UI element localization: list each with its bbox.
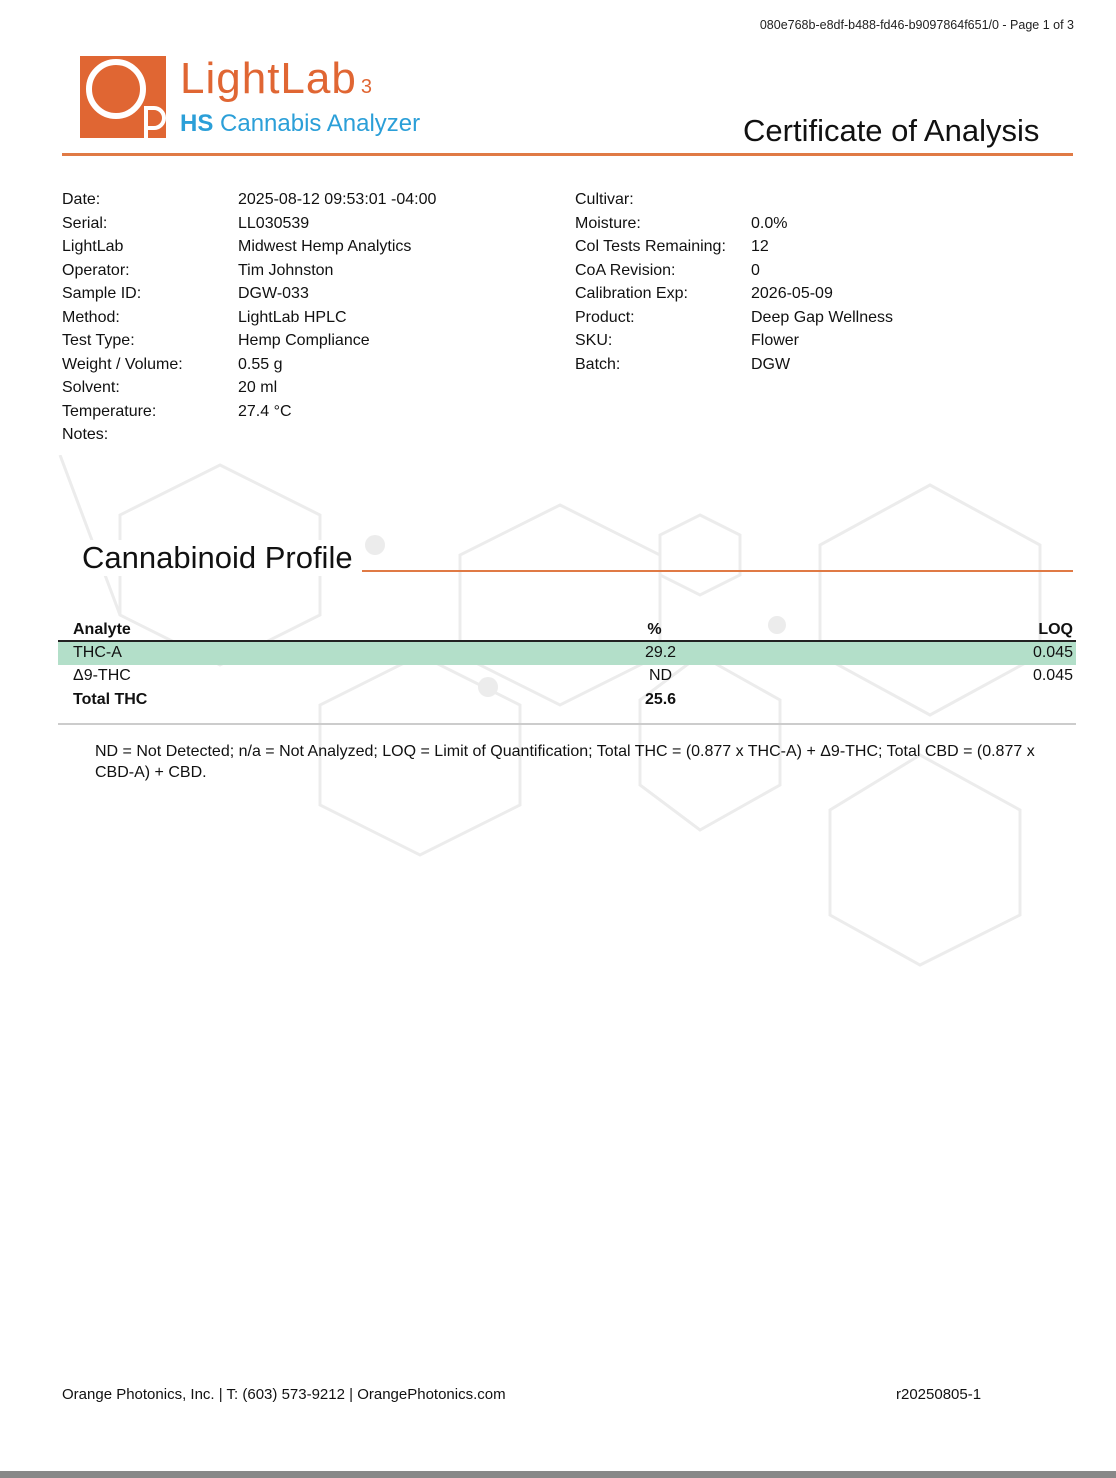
- logo-subtitle: HS Cannabis Analyzer: [180, 110, 421, 137]
- info-value: 12: [751, 238, 769, 255]
- section-title: Cannabinoid Profile: [82, 540, 359, 576]
- analyte-cell: Total THC: [73, 690, 148, 708]
- info-label: SKU:: [575, 332, 613, 349]
- footer-revision: r20250805-1: [896, 1386, 982, 1403]
- info-row: Method: LightLab HPLC: [62, 306, 436, 330]
- info-label: Date:: [62, 191, 101, 208]
- cannabinoid-table: Analyte % LOQ THC-A 29.2 0.045 Δ9-THC ND 0.04…: [58, 619, 1076, 712]
- percent-cell: 29.2: [529, 641, 780, 665]
- info-label: Cultivar:: [575, 191, 634, 208]
- table-row: THC-A 29.2 0.045: [58, 641, 1076, 665]
- info-value: Flower: [751, 332, 800, 349]
- info-row: Test Type: Hemp Compliance: [62, 329, 436, 353]
- analyte-cell: THC-A: [58, 641, 530, 665]
- footer-contact: Orange Photonics, Inc. | T: (603) 573-92…: [62, 1386, 506, 1403]
- info-value: Deep Gap Wellness: [751, 308, 893, 326]
- header-divider: [62, 153, 1073, 156]
- info-label: Calibration Exp:: [575, 285, 688, 302]
- info-label: Method:: [62, 308, 120, 326]
- analyte-cell: Δ9-THC: [73, 667, 131, 685]
- op-logo-icon: [86, 59, 166, 138]
- header-loq: LOQ: [779, 619, 1076, 642]
- info-label: Serial:: [62, 214, 108, 232]
- info-label: Operator:: [62, 261, 130, 279]
- info-label: Weight / Volume:: [62, 355, 183, 373]
- loq-cell: 0.045: [1032, 667, 1073, 685]
- info-value: LightLab HPLC: [238, 308, 347, 326]
- info-label: CoA Revision:: [575, 261, 676, 279]
- info-value: 0.55 g: [238, 355, 283, 373]
- info-row: Col Tests Remaining: 12: [575, 235, 893, 259]
- logo-mark: [80, 56, 166, 138]
- logo-title: LightLab 3: [180, 54, 373, 103]
- loq-cell: 0.045: [779, 641, 1076, 665]
- info-value: 2026-05-09: [751, 285, 833, 302]
- info-row: Sample ID: DGW-033: [62, 282, 436, 306]
- info-value: Midwest Hemp Analytics: [238, 238, 412, 255]
- sample-info-left: Date: 2025-08-12 09:53:01 -04:00 Serial: LL…: [62, 188, 436, 447]
- table-header: Analyte % LOQ: [58, 619, 1076, 642]
- hexagon-watermark: [58, 455, 1042, 967]
- info-label: Batch:: [575, 355, 621, 373]
- header-percent: %: [529, 619, 780, 642]
- bottom-bar: [0, 1471, 1116, 1478]
- loq-cell: [780, 688, 1076, 712]
- info-label: LightLab: [62, 238, 124, 255]
- info-value: DGW: [751, 355, 791, 373]
- info-value: 2025-08-12 09:53:01 -04:00: [238, 191, 437, 208]
- info-value: LL030539: [238, 214, 310, 232]
- info-row: Serial: LL030539: [62, 212, 436, 236]
- info-row: Date: 2025-08-12 09:53:01 -04:00: [62, 188, 436, 212]
- info-label: Test Type:: [62, 332, 135, 349]
- info-row: LightLab Midwest Hemp Analytics: [62, 235, 436, 259]
- info-value: 20 ml: [238, 379, 278, 396]
- info-row: Weight / Volume: 0.55 g: [62, 353, 436, 377]
- section-divider: [362, 570, 1073, 572]
- header-analyte: Analyte: [58, 619, 530, 642]
- info-row: Solvent: 20 ml: [62, 376, 436, 400]
- info-row: Operator: Tim Johnston: [62, 259, 436, 283]
- info-label: Solvent:: [62, 379, 120, 396]
- info-value: 0: [751, 261, 760, 279]
- info-label: Col Tests Remaining:: [575, 238, 726, 255]
- info-row: CoA Revision: 0: [575, 259, 893, 283]
- document-id: 080e768b-e8df-b488-fd46-b9097864f651/0 -…: [759, 18, 1074, 32]
- info-label: Moisture:: [575, 214, 641, 232]
- table-row: Δ9-THC ND 0.045: [58, 665, 1076, 689]
- info-value: 27.4 °C: [238, 402, 292, 420]
- info-value: Hemp Compliance: [238, 332, 370, 349]
- info-row: Product: Deep Gap Wellness: [575, 306, 893, 330]
- info-row: Temperature: 27.4 °C: [62, 400, 436, 424]
- info-row: Batch: DGW: [575, 353, 893, 377]
- info-row: SKU: Flower: [575, 329, 893, 353]
- info-row: Calibration Exp: 2026-05-09: [575, 282, 893, 306]
- info-row: Moisture: 0.0%: [575, 212, 893, 236]
- info-row: Notes:: [62, 423, 436, 447]
- percent-cell: 25.6: [644, 690, 677, 708]
- info-label: Notes:: [62, 426, 109, 443]
- page-title: Certificate of Analysis: [743, 113, 1040, 148]
- info-label: Temperature:: [62, 402, 157, 420]
- info-value: 0.0%: [751, 214, 788, 232]
- percent-cell: ND: [648, 667, 673, 685]
- info-label: Product:: [575, 308, 635, 326]
- info-label: Sample ID:: [62, 285, 142, 302]
- info-value: DGW-033: [238, 285, 309, 302]
- table-bottom-rule: [58, 723, 1076, 725]
- table-row: Total THC 25.6: [58, 688, 1076, 712]
- sample-info-right: Cultivar: Moisture: 0.0% Col Tests Remainin…: [575, 188, 893, 376]
- info-value: Tim Johnston: [238, 261, 334, 279]
- footnote: ND = Not Detected; n/a = Not Analyzed; L…: [95, 743, 1035, 781]
- info-row: Cultivar:: [575, 188, 893, 212]
